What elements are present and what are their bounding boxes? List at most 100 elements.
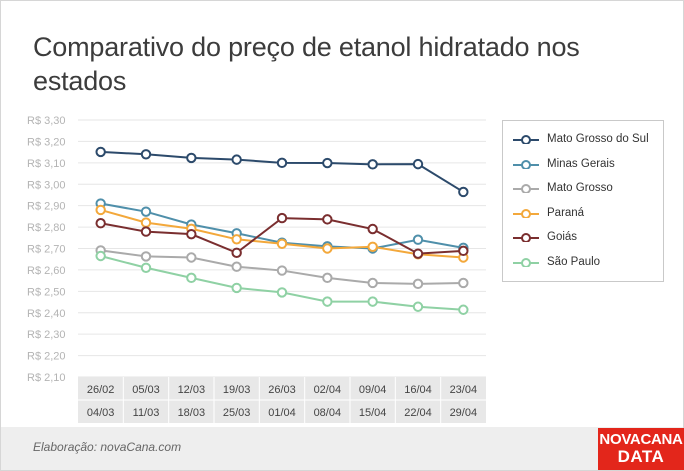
data-point	[458, 245, 469, 257]
legend-label: Mato Grosso	[547, 182, 613, 194]
x-tick-label-end: 22/04	[404, 407, 432, 419]
y-tick-label: R$ 3,30	[27, 115, 66, 127]
y-axis-ticks: R$ 3,30 R$ 3,20 R$ 3,10 R$ 3,00 R$ 2,90 R$ 2,…	[27, 115, 66, 384]
legend-label: Mato Grosso do Sul	[547, 133, 649, 145]
data-point	[276, 212, 288, 224]
y-tick-label: R$ 2,80	[27, 222, 66, 234]
x-tick-label-end: 25/03	[223, 407, 251, 419]
data-point	[367, 159, 378, 170]
legend-swatch	[513, 233, 539, 242]
data-point	[140, 206, 152, 217]
legend-label: Goiás	[547, 231, 578, 243]
x-tick-label-end: 18/03	[178, 407, 206, 419]
legend-swatch	[513, 257, 539, 267]
legend: Mato Grosso do Sul Minas Gerais Mato Gross…	[502, 120, 664, 282]
series-s-o-paulo	[95, 250, 469, 315]
data-point	[322, 272, 333, 284]
data-point	[95, 250, 106, 262]
legend-swatch	[513, 159, 539, 169]
x-tick-label-end: 01/04	[268, 407, 296, 419]
data-point	[276, 287, 288, 298]
y-tick-label: R$ 3,00	[27, 179, 66, 191]
data-point	[231, 247, 242, 258]
data-point	[412, 248, 424, 259]
data-point	[140, 226, 152, 237]
data-point	[412, 301, 424, 312]
legend-swatch	[513, 208, 539, 218]
legend-item: Minas Gerais	[513, 156, 615, 172]
data-point	[367, 277, 378, 289]
data-point	[276, 157, 288, 169]
series-lines	[95, 146, 469, 315]
x-tick-label-start: 12/03	[178, 384, 206, 396]
y-tick-label: R$ 2,30	[27, 329, 66, 341]
data-point	[458, 186, 469, 198]
logo-line-2: DATA	[617, 447, 665, 466]
series-mato-grosso	[95, 245, 469, 290]
data-point	[186, 228, 197, 240]
logo-line-1: NOVACANA	[599, 431, 683, 448]
y-tick-label: R$ 2,20	[27, 351, 66, 363]
legend-swatch	[513, 135, 539, 144]
data-point	[322, 296, 333, 307]
legend-item: São Paulo	[513, 254, 600, 270]
credit-text: Elaboração: novaCana.com	[33, 440, 182, 454]
data-point	[186, 152, 197, 164]
data-point	[231, 154, 242, 165]
x-tick-label-start: 16/04	[404, 384, 432, 396]
legend-item: Goiás	[513, 229, 577, 245]
y-tick-label: R$ 3,10	[27, 158, 66, 170]
legend-swatch	[513, 184, 539, 193]
x-tick-label-start: 05/03	[132, 384, 160, 396]
x-tick-label-end: 15/04	[359, 407, 387, 419]
y-tick-label: R$ 2,50	[27, 286, 66, 298]
x-tick-label-start: 09/04	[359, 384, 387, 396]
data-point	[186, 252, 197, 263]
x-tick-label-start: 26/02	[87, 384, 115, 396]
series-goi-s	[95, 212, 469, 259]
data-point	[412, 158, 424, 170]
data-point	[276, 265, 288, 276]
data-point	[322, 214, 333, 225]
x-tick-label-start: 23/04	[450, 384, 478, 396]
data-point	[412, 234, 424, 245]
legend-item: Mato Grosso do Sul	[513, 131, 649, 147]
y-tick-label: R$ 2,90	[27, 201, 66, 213]
data-point	[367, 296, 378, 307]
legend-label: Paraná	[547, 206, 585, 219]
data-point	[231, 234, 242, 245]
y-tick-label: R$ 3,20	[27, 136, 66, 148]
legend-label: Minas Gerais	[547, 157, 615, 170]
data-point	[95, 218, 106, 229]
data-point	[458, 277, 469, 289]
data-point	[322, 243, 333, 254]
x-tick-label-end: 08/04	[314, 407, 342, 419]
y-tick-label: R$ 2,70	[27, 244, 66, 256]
data-point	[140, 251, 152, 262]
chart-title: Comparativo do preço de etanol hidratado…	[33, 32, 580, 96]
footer-bar	[1, 427, 683, 470]
data-point	[412, 278, 424, 290]
data-point	[140, 217, 152, 228]
x-tick-label-start: 02/04	[314, 384, 342, 396]
x-axis-categories: 26/02 04/03 05/03 11/03 12/03 18/03 19/03 25/03…	[78, 377, 486, 423]
data-point	[140, 262, 152, 273]
legend-item: Paraná	[513, 205, 584, 221]
data-point	[367, 241, 378, 252]
x-tick-label-end: 29/04	[450, 407, 478, 419]
legend-item: Mato Grosso	[513, 180, 613, 196]
data-point	[322, 157, 333, 169]
data-point	[231, 261, 242, 272]
x-tick-label-start: 19/03	[223, 384, 251, 396]
data-point	[276, 238, 288, 249]
novacana-data-logo: NOVACANA DATA	[598, 428, 684, 470]
data-point	[95, 146, 106, 158]
legend-label: São Paulo	[547, 255, 601, 268]
data-point	[458, 304, 469, 315]
data-point	[95, 204, 106, 216]
data-point	[231, 282, 242, 294]
y-tick-label: R$ 2,10	[27, 372, 66, 384]
data-point	[186, 272, 197, 284]
series-mato-grosso-do-sul	[95, 146, 469, 198]
